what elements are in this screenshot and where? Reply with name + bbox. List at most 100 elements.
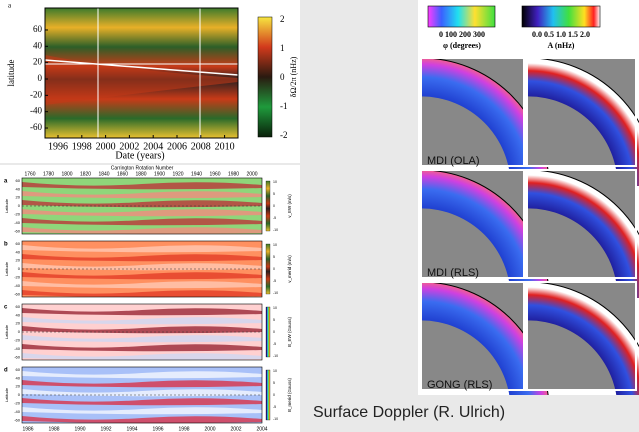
colorbar-label: δΩ/2π (nHz) xyxy=(289,56,298,97)
colorbar-tick-label: 5 xyxy=(273,192,275,196)
colorbar-tick-label: 2 xyxy=(280,14,285,24)
heatmap-band xyxy=(22,227,262,235)
colorbar-tick-label: 1 xyxy=(280,43,285,53)
y-tick-label: -60 xyxy=(14,354,21,359)
heatmap-band xyxy=(22,326,262,334)
top-tick-label: 1800 xyxy=(61,171,72,177)
x-tick-label: 2002 xyxy=(119,141,139,152)
x-tick-label: 2004 xyxy=(256,426,267,432)
row-label: GONG (RLS) xyxy=(427,379,492,391)
colorbar-tick-label: 0 xyxy=(280,72,285,82)
panel-label: d xyxy=(4,368,8,374)
x-tick-label: 2008 xyxy=(191,141,211,152)
colorbar-tick-label: -10 xyxy=(273,291,278,295)
panel-label: c xyxy=(4,305,8,311)
y-axis-label: Latitude xyxy=(4,261,9,276)
colorbar-label: φ (degrees) xyxy=(443,41,481,50)
heatmap-band xyxy=(22,182,262,190)
y-tick-label: -20 xyxy=(14,337,21,342)
top-tick-label: 1960 xyxy=(209,171,220,177)
shell xyxy=(421,58,549,186)
colorbar xyxy=(265,243,271,295)
row-label: MDI (RLS) xyxy=(427,267,479,279)
heatmap-band xyxy=(22,209,262,217)
heatmap-band xyxy=(22,335,262,343)
y-axis-label: Latitude xyxy=(4,387,9,402)
x-tick-label: 1994 xyxy=(126,426,137,432)
outer-rim xyxy=(527,169,639,236)
colorbar-tick-label: -5 xyxy=(273,216,276,220)
top-tick-label: 1980 xyxy=(228,171,239,177)
shell xyxy=(528,170,639,298)
plot-frame xyxy=(21,177,263,235)
colorbar-tick-label: -5 xyxy=(273,342,276,346)
x-tick-label: 1998 xyxy=(178,426,189,432)
image-frame xyxy=(420,57,637,167)
x-tick-label: 2000 xyxy=(204,426,215,432)
mask xyxy=(418,395,639,432)
y-tick-label: 40 xyxy=(16,312,21,317)
overlay-line xyxy=(44,59,239,76)
colorbar-tick-label: -5 xyxy=(273,279,276,283)
panel-label: a xyxy=(4,179,8,185)
heatmap-band xyxy=(22,218,262,226)
y-tick-label: 40 xyxy=(33,40,43,50)
x-axis-label: Date (years) xyxy=(115,150,164,161)
y-tick-label: 40 xyxy=(16,249,21,254)
y-axis-label: Latitude xyxy=(4,198,9,213)
y-tick-label: -20 xyxy=(14,274,21,279)
image-frame xyxy=(523,58,528,166)
x-tick-label: 2010 xyxy=(215,141,235,152)
y-tick-label: 60 xyxy=(16,367,21,372)
colorbar-tick-label: 0 xyxy=(273,393,275,397)
top-tick-label: 1760 xyxy=(24,171,35,177)
colorbar-label: B_merid (Gauss) xyxy=(287,377,292,412)
y-tick-label: 20 xyxy=(16,384,21,389)
top-tick-label: 1880 xyxy=(135,171,146,177)
colorbar-tick-label: -10 xyxy=(273,354,278,358)
colorbar xyxy=(257,16,273,138)
colorbar xyxy=(521,5,601,28)
x-tick-label: 1996 xyxy=(152,426,163,432)
colorbar-tick-label: 10 xyxy=(273,306,277,310)
y-tick-label: -40 xyxy=(14,409,21,414)
top-tick-label: 1780 xyxy=(43,171,54,177)
heatmap-band xyxy=(22,353,262,361)
colorbar xyxy=(265,180,271,232)
y-tick-label: 0 xyxy=(18,329,21,334)
y-tick-label: -60 xyxy=(14,417,21,422)
outer-rim xyxy=(527,281,639,348)
colorbar xyxy=(265,369,271,421)
plot-frame xyxy=(21,303,263,361)
image-frame xyxy=(523,282,528,390)
colorbar-tick-label: -5 xyxy=(273,405,276,409)
x-tick-label: 2002 xyxy=(230,426,241,432)
y-tick-label: -40 xyxy=(14,346,21,351)
x-tick-label: 1998 xyxy=(72,141,92,152)
outer-rim xyxy=(527,57,639,124)
heatmap-band xyxy=(22,371,262,379)
y-tick-label: -20 xyxy=(14,400,21,405)
y-tick-label: -20 xyxy=(14,211,21,216)
x-tick-label: 2000 xyxy=(96,141,116,152)
colorbar-label: v_EW (m/s) xyxy=(287,194,292,218)
y-tick-label: 60 xyxy=(33,24,43,34)
heatmap-band xyxy=(22,389,262,397)
heatmap-band xyxy=(45,55,238,105)
y-tick-label: 60 xyxy=(16,178,21,183)
y-axis-label: latitude xyxy=(6,60,16,87)
colorbar xyxy=(265,306,271,358)
panel-label: b xyxy=(4,242,8,248)
image-frame xyxy=(420,169,637,279)
y-tick-label: -60 xyxy=(30,122,42,132)
y-tick-label: 60 xyxy=(16,304,21,309)
top-tick-label: 1860 xyxy=(117,171,128,177)
shell xyxy=(421,282,549,410)
heatmap-band xyxy=(22,407,262,415)
image-frame xyxy=(523,170,528,278)
colorbar-tick-label: 0 xyxy=(273,204,275,208)
colorbar-tick-label: -1 xyxy=(280,101,288,111)
x-tick-label: 1992 xyxy=(100,426,111,432)
x-tick-label: 1990 xyxy=(74,426,85,432)
